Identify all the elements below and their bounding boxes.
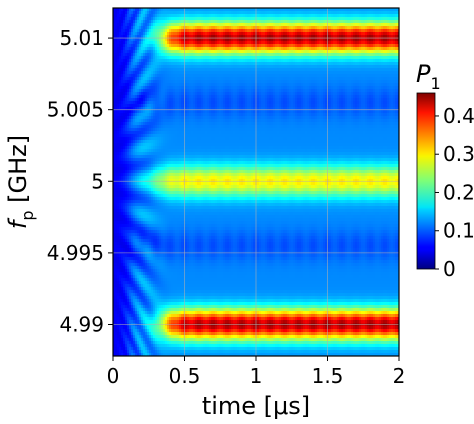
y-axis-label: fp [GHz] (4, 135, 37, 229)
colorbar-tick-label: 0.3 (443, 142, 474, 166)
colorbar (416, 92, 436, 270)
y-tick-label: 4.99 (59, 312, 104, 336)
x-tick-label: 0 (107, 364, 120, 388)
x-axis-ticks: 0 0.5 1 1.5 2 (107, 356, 406, 388)
x-tick-label: 1.5 (312, 364, 344, 388)
y-tick-label: 5.01 (59, 26, 104, 50)
x-tick-label: 2 (393, 364, 406, 388)
colorbar-tick-label: 0.1 (443, 219, 474, 243)
x-tick-label: 0.5 (169, 364, 201, 388)
colorbar-ticks: 0 0.1 0.2 0.3 0.4 (435, 104, 474, 281)
y-tick-label: 5.005 (47, 98, 104, 122)
colorbar-tick-label: 0.2 (443, 180, 474, 204)
x-axis-label: time [μs] (202, 392, 310, 420)
y-axis-ticks: 4.99 4.995 5 5.005 5.01 (47, 26, 113, 336)
y-tick-label: 5 (91, 169, 104, 193)
colorbar-tick-label: 0 (443, 257, 456, 281)
colorbar-title: P1 (416, 60, 441, 93)
x-tick-label: 1 (250, 364, 263, 388)
y-tick-label: 4.995 (47, 241, 104, 265)
heatmap-image (113, 8, 399, 356)
colorbar-tick-label: 0.4 (443, 104, 474, 128)
